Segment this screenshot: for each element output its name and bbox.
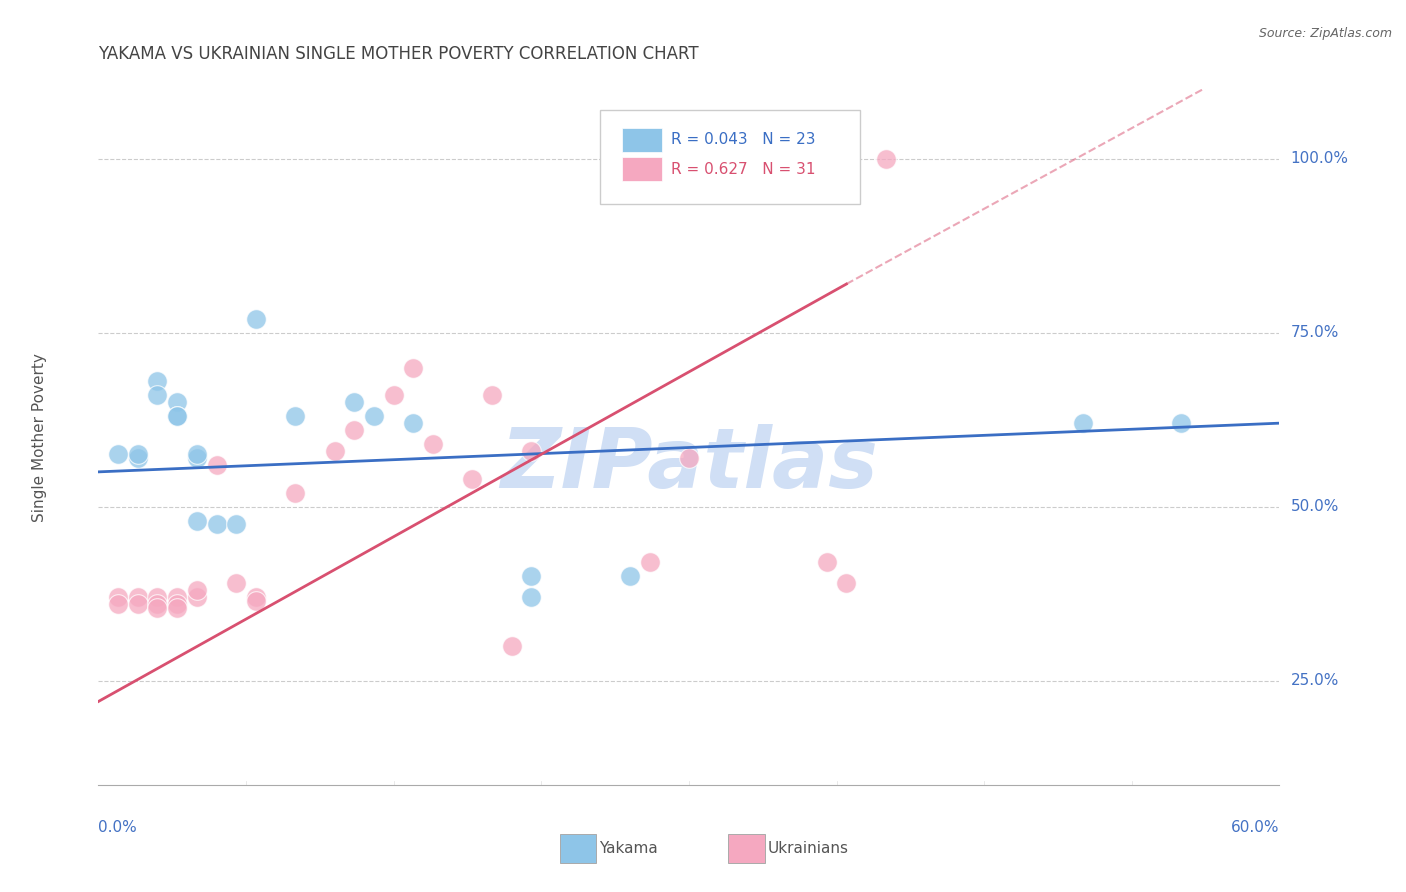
Point bbox=[107, 597, 129, 611]
Point bbox=[422, 437, 444, 451]
Text: 0.0%: 0.0% bbox=[98, 820, 138, 835]
Text: 25.0%: 25.0% bbox=[1291, 673, 1339, 688]
Point bbox=[619, 569, 641, 583]
Point bbox=[127, 448, 149, 462]
Point bbox=[638, 555, 661, 569]
Point bbox=[107, 590, 129, 604]
Point bbox=[166, 395, 188, 409]
Point bbox=[323, 444, 346, 458]
Point bbox=[127, 450, 149, 465]
FancyBboxPatch shape bbox=[600, 110, 860, 204]
Point bbox=[107, 448, 129, 462]
Point bbox=[245, 311, 267, 326]
Point bbox=[166, 590, 188, 604]
Point bbox=[245, 593, 267, 607]
Point bbox=[205, 458, 228, 472]
Point bbox=[166, 597, 188, 611]
FancyBboxPatch shape bbox=[621, 157, 662, 181]
Point bbox=[146, 597, 169, 611]
Text: Ukrainians: Ukrainians bbox=[768, 841, 849, 855]
Point bbox=[343, 423, 366, 437]
Point bbox=[166, 409, 188, 424]
Text: Yakama: Yakama bbox=[599, 841, 658, 855]
Point bbox=[186, 583, 208, 598]
Point bbox=[146, 590, 169, 604]
Point bbox=[363, 409, 385, 424]
Text: R = 0.627   N = 31: R = 0.627 N = 31 bbox=[671, 161, 815, 177]
Point bbox=[1071, 416, 1094, 430]
Point bbox=[186, 450, 208, 465]
Point bbox=[1170, 416, 1192, 430]
Text: 75.0%: 75.0% bbox=[1291, 326, 1339, 340]
Point bbox=[127, 597, 149, 611]
Point bbox=[875, 152, 897, 166]
Point bbox=[678, 450, 700, 465]
Point bbox=[284, 485, 307, 500]
Point bbox=[461, 472, 484, 486]
Point bbox=[284, 409, 307, 424]
Point bbox=[146, 388, 169, 402]
Point bbox=[225, 576, 247, 591]
Point bbox=[127, 590, 149, 604]
Point bbox=[382, 388, 405, 402]
Text: Single Mother Poverty: Single Mother Poverty bbox=[32, 352, 46, 522]
FancyBboxPatch shape bbox=[621, 128, 662, 152]
Point bbox=[166, 600, 188, 615]
Point bbox=[520, 590, 543, 604]
Text: 50.0%: 50.0% bbox=[1291, 500, 1339, 514]
Point bbox=[225, 516, 247, 531]
Text: 60.0%: 60.0% bbox=[1232, 820, 1279, 835]
Point bbox=[186, 448, 208, 462]
Point bbox=[343, 395, 366, 409]
Point bbox=[835, 576, 858, 591]
Point bbox=[520, 569, 543, 583]
Point bbox=[501, 639, 523, 653]
Point bbox=[481, 388, 503, 402]
Text: R = 0.043   N = 23: R = 0.043 N = 23 bbox=[671, 133, 815, 147]
Point bbox=[245, 590, 267, 604]
Point bbox=[186, 514, 208, 528]
Point bbox=[166, 409, 188, 424]
Point bbox=[146, 375, 169, 389]
Text: ZIPatlas: ZIPatlas bbox=[501, 425, 877, 506]
Text: YAKAMA VS UKRAINIAN SINGLE MOTHER POVERTY CORRELATION CHART: YAKAMA VS UKRAINIAN SINGLE MOTHER POVERT… bbox=[98, 45, 699, 62]
Text: Source: ZipAtlas.com: Source: ZipAtlas.com bbox=[1258, 27, 1392, 40]
Point bbox=[146, 600, 169, 615]
Point bbox=[402, 360, 425, 375]
Point bbox=[815, 555, 838, 569]
Point bbox=[186, 590, 208, 604]
Point bbox=[205, 516, 228, 531]
Text: 100.0%: 100.0% bbox=[1291, 152, 1348, 166]
Point bbox=[520, 444, 543, 458]
Point bbox=[402, 416, 425, 430]
